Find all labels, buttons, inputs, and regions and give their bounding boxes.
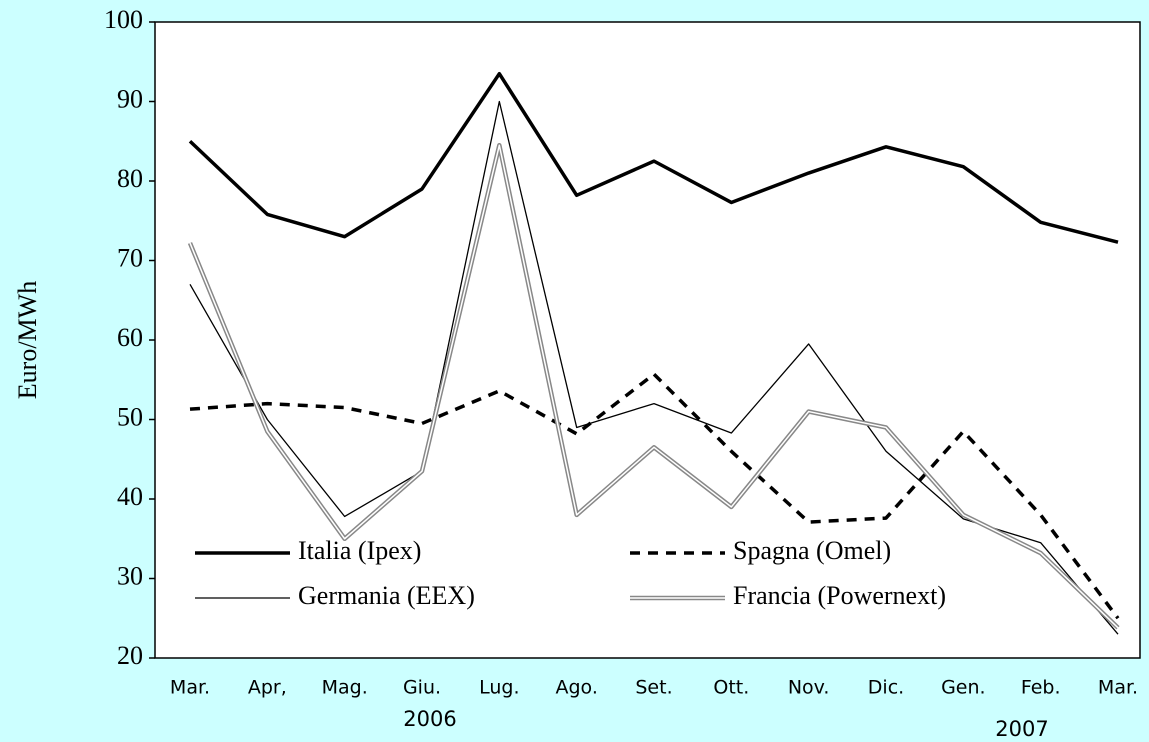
x-tick-label: Lug. <box>479 677 519 699</box>
x-tick-label: Dic. <box>868 677 904 699</box>
x-tick-label: Ott. <box>713 677 749 699</box>
x-tick-label: Giu. <box>403 677 441 699</box>
y-tick-label: 50 <box>117 402 143 431</box>
series-line <box>189 100 1119 635</box>
x-tick-label: Apr, <box>248 677 287 699</box>
series-line <box>188 71 1119 244</box>
x-tick-label: Mag. <box>322 677 368 699</box>
x-tick-label: Gen. <box>941 677 986 699</box>
x-tick-label: Set. <box>635 677 672 699</box>
y-tick-label: 60 <box>117 323 143 352</box>
year-label: 2007 <box>995 717 1048 741</box>
x-tick-label: Ago. <box>555 677 597 699</box>
legend-label: Francia (Powernext) <box>733 581 946 610</box>
year-label: 2006 <box>403 707 456 731</box>
y-tick-label: 20 <box>117 641 143 670</box>
x-tick-label: Mar. <box>1098 677 1138 699</box>
y-tick-label: 70 <box>117 243 143 272</box>
x-tick-label: Mar. <box>170 677 210 699</box>
plot-area <box>154 21 1141 659</box>
x-tick-label: Nov. <box>788 677 830 699</box>
legend-label: Germania (EEX) <box>298 581 475 610</box>
y-tick-label: 40 <box>117 482 143 511</box>
legend-label: Italia (Ipex) <box>298 536 421 565</box>
y-axis-label: Euro/MWh <box>13 281 42 399</box>
y-tick-label: 90 <box>117 84 143 113</box>
y-tick-label: 80 <box>117 164 143 193</box>
series-line <box>189 144 1119 629</box>
y-tick-label: 30 <box>117 561 143 590</box>
y-tick-label: 100 <box>104 5 143 34</box>
x-tick-label: Feb. <box>1021 677 1061 699</box>
legend-label: Spagna (Omel) <box>733 536 891 565</box>
